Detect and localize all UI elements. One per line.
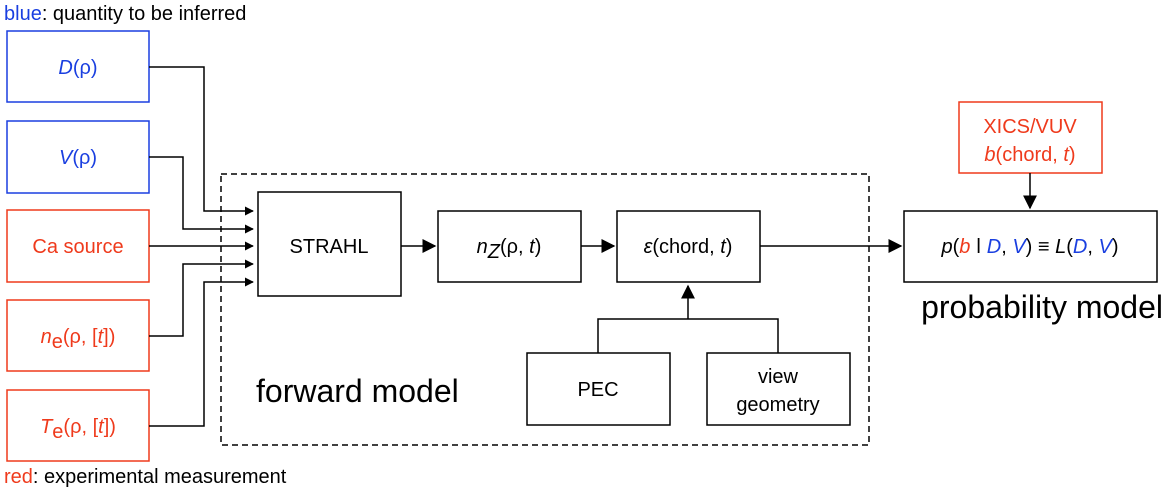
legend-red-text: : experimental measurement <box>32 466 287 488</box>
legend-blue-word: blue <box>4 3 42 25</box>
connector-Te-strahl <box>149 277 254 427</box>
view-geometry-label-line1: view <box>758 366 799 388</box>
connector-D-strahl <box>149 66 254 216</box>
strahl-box <box>257 191 402 297</box>
connector-V-strahl <box>149 156 254 234</box>
forward-model-label: forward model <box>256 373 459 409</box>
ne-input-label: ne(ρ, [t]) <box>41 326 116 353</box>
probability-model-label: probability model <box>921 289 1163 325</box>
connector-ne-strahl <box>149 259 254 337</box>
legend-blue: blue: quantity to be inferred <box>4 2 246 26</box>
nz-label: nZ(ρ, t) <box>477 236 542 263</box>
legend-blue-text: : quantity to be inferred <box>41 3 247 25</box>
Te-input-label: Te(ρ, [t]) <box>40 416 116 443</box>
measurement-label-line1: XICS/VUV <box>983 116 1077 138</box>
connector-pec-view-eps <box>597 286 779 353</box>
legend-red-word: red <box>4 466 33 488</box>
V-input-label: V(ρ) <box>59 147 97 169</box>
forward-model-frame <box>220 173 870 446</box>
probability-box <box>903 210 1158 283</box>
legend-red: red: experimental measurement <box>4 465 286 489</box>
view-geometry-label-line2: geometry <box>736 394 819 416</box>
D-input-label: D(ρ) <box>58 57 97 79</box>
probability-formula: p(b ǀ D, V) ≡ L(D, V) <box>941 236 1119 258</box>
ca-source-label: Ca source <box>32 236 123 258</box>
strahl-label: STRAHL <box>290 236 369 258</box>
pec-label: PEC <box>577 379 618 401</box>
measurement-label-line2: b(chord, t) <box>984 144 1075 166</box>
eps-label: ε(chord, t) <box>644 236 733 258</box>
